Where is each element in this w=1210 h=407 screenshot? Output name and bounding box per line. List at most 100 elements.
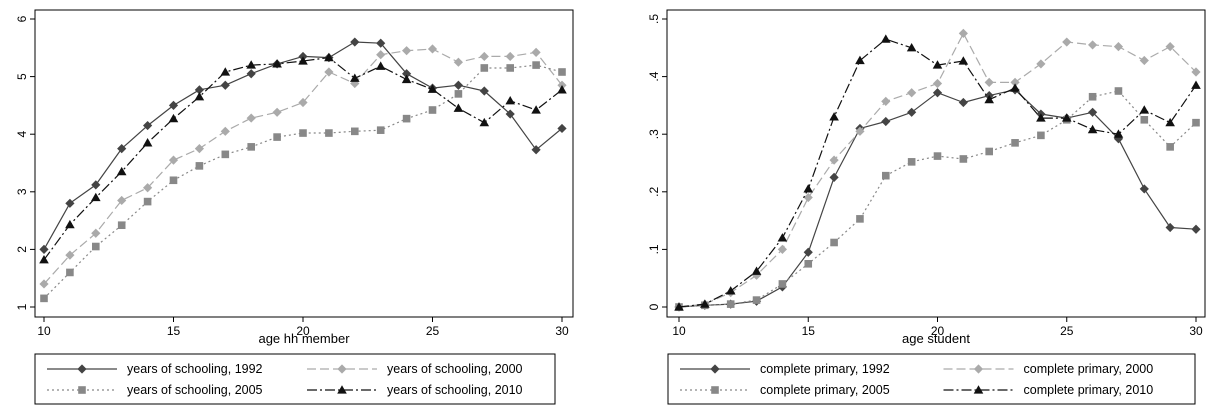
legend-marker	[78, 386, 86, 394]
data-point	[325, 129, 333, 137]
data-point	[65, 250, 75, 260]
y-tick-label: .4	[647, 71, 661, 81]
data-point	[829, 172, 839, 182]
data-point	[984, 94, 994, 104]
x-tick-label: 25	[1060, 324, 1074, 338]
data-point	[324, 52, 334, 62]
data-point	[39, 244, 49, 254]
data-point	[1011, 139, 1019, 147]
legend: years of schooling, 1992 years of schooli…	[34, 353, 556, 405]
data-point	[401, 74, 412, 84]
x-tick-label: 20	[296, 324, 310, 338]
data-point	[958, 97, 968, 108]
data-point	[350, 73, 360, 82]
data-point	[1113, 42, 1124, 52]
data-point	[958, 56, 969, 65]
data-point	[1088, 40, 1098, 50]
data-point	[932, 60, 943, 69]
series-4	[674, 34, 1201, 311]
data-point	[168, 100, 179, 110]
data-point	[91, 192, 101, 202]
data-point	[907, 158, 916, 166]
data-point	[1113, 129, 1124, 138]
data-point	[427, 44, 438, 54]
data-point	[700, 299, 710, 308]
data-point	[958, 28, 968, 38]
data-point	[428, 106, 437, 114]
data-point	[1087, 124, 1098, 134]
data-point	[246, 69, 256, 79]
data-point	[1010, 83, 1020, 92]
data-point	[402, 69, 412, 79]
data-point	[505, 95, 515, 105]
data-point	[829, 155, 839, 165]
legend-marker	[337, 385, 347, 394]
data-point	[777, 244, 787, 254]
data-point	[376, 126, 385, 134]
data-point	[1166, 143, 1174, 151]
data-point	[506, 64, 514, 72]
data-point	[453, 103, 464, 112]
x-axis-title: age hh member	[258, 331, 350, 346]
data-point	[402, 114, 411, 123]
data-point	[169, 176, 178, 185]
data-point	[984, 77, 994, 87]
data-point	[247, 143, 255, 151]
legend: complete primary, 1992 complete primary, …	[667, 353, 1196, 405]
x-tick-label: 15	[802, 324, 816, 338]
data-point	[855, 126, 865, 136]
data-point	[117, 144, 127, 154]
data-point	[1165, 117, 1175, 127]
data-point	[1191, 224, 1201, 234]
series-4	[39, 52, 567, 264]
data-point	[829, 112, 839, 121]
data-point	[777, 233, 788, 242]
legend-marker	[973, 385, 984, 394]
data-point	[454, 90, 463, 98]
data-point	[272, 59, 282, 68]
data-point	[91, 180, 101, 190]
data-point	[726, 300, 735, 308]
data-point	[195, 162, 204, 170]
data-point	[117, 195, 127, 206]
plot-area	[666, 9, 1206, 318]
data-point	[531, 145, 541, 155]
data-point	[350, 37, 360, 47]
data-point	[751, 266, 762, 275]
data-point	[725, 286, 736, 295]
data-point	[881, 96, 891, 106]
y-tick-label: 2	[15, 246, 29, 253]
data-point	[453, 80, 463, 90]
data-point	[1036, 113, 1046, 122]
data-point	[674, 302, 684, 311]
data-point	[1036, 59, 1046, 69]
y-tick-label: 4	[15, 131, 29, 138]
data-point	[480, 64, 489, 72]
data-point	[221, 150, 230, 159]
data-point	[907, 107, 917, 117]
data-point	[298, 97, 308, 108]
data-point	[907, 88, 917, 98]
legend-marker	[77, 364, 87, 374]
chart-left-schooling: 1 2 3 4 5 6 10 15 20 25 30 age hh member years of sc…	[15, 9, 574, 405]
legend-marker	[710, 364, 720, 374]
data-point	[220, 67, 231, 76]
data-point	[803, 192, 813, 203]
legend-label: complete primary, 2000	[1024, 362, 1154, 376]
chart-right-primary: 0 .1 .2 .3 .4 .5 10 15 20 25 30 age student complete…	[647, 9, 1206, 405]
x-tick-label: 10	[37, 324, 51, 338]
data-point	[1165, 222, 1175, 233]
data-point	[168, 155, 179, 165]
data-point	[1114, 87, 1123, 95]
data-point	[1062, 37, 1072, 47]
data-point	[959, 155, 968, 163]
data-point	[168, 113, 179, 123]
legend-marker	[337, 364, 347, 374]
x-tick-label: 30	[1189, 324, 1203, 338]
data-point	[932, 78, 943, 89]
data-point	[427, 84, 438, 93]
data-point	[65, 198, 75, 208]
legend-marker	[711, 386, 719, 394]
data-point	[1191, 80, 1201, 89]
